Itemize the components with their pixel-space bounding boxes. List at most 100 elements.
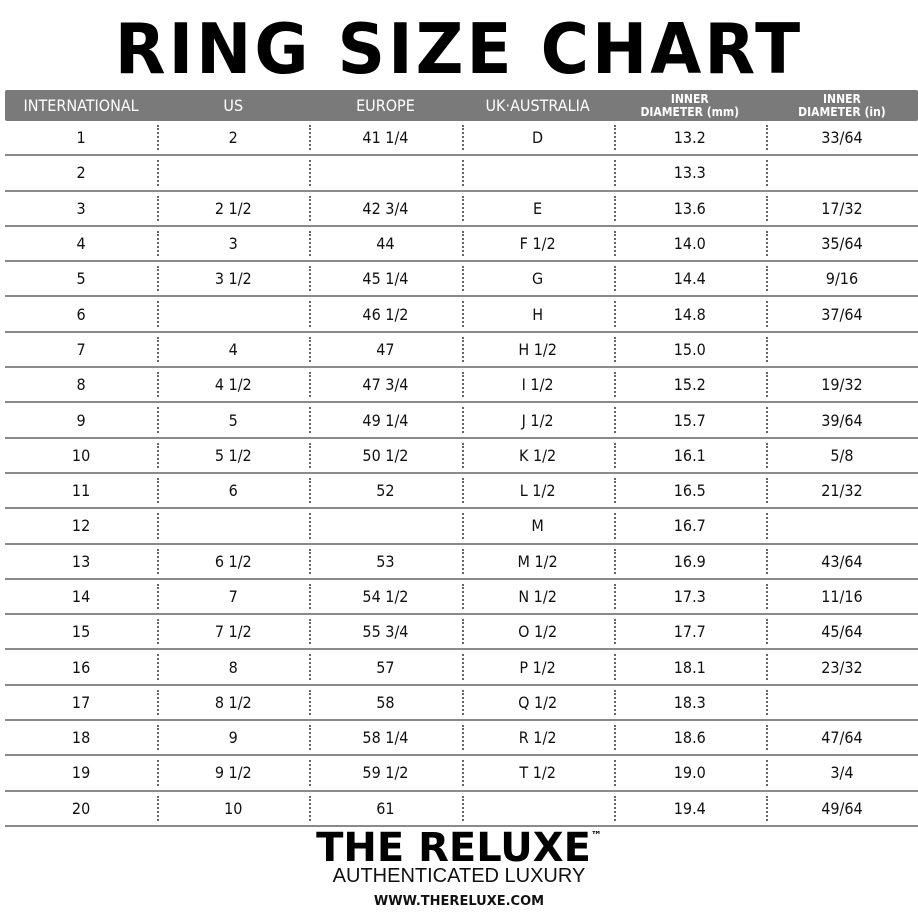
table-row: 8 4 1/2 47 3/4 I 1/2 15.2 19/32 xyxy=(5,368,918,404)
cell-diameter-in: 37/64 xyxy=(765,297,918,330)
cell-uk-australia: K 1/2 xyxy=(461,439,614,472)
table-row: 13 6 1/2 53 M 1/2 16.9 43/64 xyxy=(5,545,918,580)
table-row: 20 10 61 19.4 49/64 xyxy=(5,792,918,827)
cell-international: 16 xyxy=(71,657,91,677)
cell-diameter-in: 47/64 xyxy=(765,721,918,754)
cell-diameter-mm: 17.7 xyxy=(613,615,766,648)
cell-diameter-mm: 16.5 xyxy=(613,474,766,507)
cell-us: 4 1/2 xyxy=(157,368,309,401)
cell-international: 15 xyxy=(71,622,91,642)
cell-diameter-mm: 13.3 xyxy=(613,156,766,189)
table-row: 12 M 16.7 xyxy=(5,509,918,545)
cell-us xyxy=(157,156,309,189)
cell-diameter-mm: 14.4 xyxy=(613,262,766,295)
cell-us: 9 xyxy=(157,721,309,754)
cell-diameter-in xyxy=(765,156,918,189)
cell-diameter-mm: 15.7 xyxy=(613,403,766,436)
cell-europe: 49 1/4 xyxy=(309,403,461,436)
header-line: INNER xyxy=(823,91,861,106)
cell-diameter-mm: 18.1 xyxy=(613,650,766,683)
cell-diameter-mm: 18.6 xyxy=(613,721,766,754)
cell-europe: 61 xyxy=(309,792,461,825)
cell-europe: 44 xyxy=(309,227,461,260)
cell-international: 19 xyxy=(71,763,91,783)
cell-europe: 47 3/4 xyxy=(309,368,461,401)
cell-international: 8 xyxy=(76,375,86,395)
cell-diameter-mm: 16.9 xyxy=(613,545,766,578)
cell-diameter-mm: 13.6 xyxy=(613,192,766,225)
header-line: DIAMETER (in) xyxy=(798,104,886,119)
cell-diameter-in xyxy=(765,686,918,719)
table-row: 10 5 1/2 50 1/2 K 1/2 16.1 5/8 xyxy=(5,439,918,474)
cell-uk-australia: G xyxy=(461,262,614,295)
cell-diameter-mm: 18.3 xyxy=(613,686,766,719)
cell-uk-australia: O 1/2 xyxy=(461,615,614,648)
brand-logo: THE RELUXE™ AUTHENTICATED LUXURY WWW.THE… xyxy=(0,826,918,909)
cell-us: 8 1/2 xyxy=(157,686,309,719)
table-row: 3 2 1/2 42 3/4 E 13.6 17/32 xyxy=(5,192,918,227)
cell-international: 10 xyxy=(71,445,91,465)
cell-diameter-in xyxy=(765,333,918,366)
cell-us xyxy=(157,509,309,542)
cell-diameter-in: 33/64 xyxy=(765,121,918,154)
cell-diameter-in: 43/64 xyxy=(765,545,918,578)
cell-uk-australia: H xyxy=(461,297,614,330)
cell-us: 2 xyxy=(157,121,309,154)
cell-diameter-in: 45/64 xyxy=(765,615,918,648)
table-row: 7 4 47 H 1/2 15.0 xyxy=(5,333,918,369)
cell-international: 17 xyxy=(71,692,91,712)
page-title: RING SIZE CHART xyxy=(114,9,804,90)
cell-diameter-in: 49/64 xyxy=(765,792,918,825)
cell-europe: 50 1/2 xyxy=(309,439,461,472)
cell-international: 3 xyxy=(76,198,86,218)
cell-international: 6 xyxy=(76,304,86,324)
trademark: ™ xyxy=(590,829,602,842)
cell-international: 18 xyxy=(71,728,91,748)
cell-diameter-mm: 14.0 xyxy=(613,227,766,260)
cell-international: 13 xyxy=(71,551,91,571)
cell-europe xyxy=(309,509,461,542)
cell-diameter-in: 3/4 xyxy=(765,756,918,789)
cell-diameter-in: 35/64 xyxy=(765,227,918,260)
cell-uk-australia: H 1/2 xyxy=(461,333,614,366)
cell-international: 9 xyxy=(76,410,86,430)
cell-international: 1 xyxy=(76,128,86,148)
cell-uk-australia: T 1/2 xyxy=(461,756,614,789)
cell-diameter-mm: 13.2 xyxy=(613,121,766,154)
cell-international: 12 xyxy=(71,516,91,536)
cell-uk-australia xyxy=(461,156,614,189)
cell-us: 7 xyxy=(157,580,309,613)
cell-diameter-mm: 19.4 xyxy=(613,792,766,825)
cell-europe: 46 1/2 xyxy=(309,297,461,330)
table-row: 14 7 54 1/2 N 1/2 17.3 11/16 xyxy=(5,580,918,616)
header-diameter-mm: INNER DIAMETER (mm) xyxy=(614,90,766,121)
cell-uk-australia: P 1/2 xyxy=(461,650,614,683)
cell-us: 4 xyxy=(157,333,309,366)
header-diameter-in: INNER DIAMETER (in) xyxy=(766,90,918,121)
cell-international: 14 xyxy=(71,587,91,606)
cell-diameter-mm: 14.8 xyxy=(613,297,766,330)
cell-us: 6 xyxy=(157,474,309,507)
cell-international: 11 xyxy=(71,481,91,501)
table-row: 16 8 57 P 1/2 18.1 23/32 xyxy=(5,650,918,686)
cell-diameter-in: 11/16 xyxy=(765,580,918,613)
table-row: 2 13.3 xyxy=(5,156,918,192)
cell-diameter-in: 5/8 xyxy=(765,439,918,472)
cell-diameter-mm: 17.3 xyxy=(613,580,766,613)
header-uk-australia: UK·AUSTRALIA xyxy=(485,96,590,115)
cell-diameter-in xyxy=(765,509,918,542)
cell-europe: 42 3/4 xyxy=(309,192,461,225)
table-row: 17 8 1/2 58 Q 1/2 18.3 xyxy=(5,686,918,722)
cell-uk-australia: L 1/2 xyxy=(461,474,614,507)
cell-diameter-mm: 16.1 xyxy=(613,439,766,472)
header-line: INNER xyxy=(670,91,709,106)
cell-diameter-in: 23/32 xyxy=(765,650,918,683)
cell-europe: 54 1/2 xyxy=(309,580,461,613)
cell-diameter-in: 17/32 xyxy=(765,192,918,225)
brand-url[interactable]: WWW.THERELUXE.COM xyxy=(373,894,545,909)
cell-europe: 58 xyxy=(309,686,461,719)
cell-uk-australia: J 1/2 xyxy=(461,403,614,436)
cell-uk-australia: E xyxy=(461,192,614,225)
table-row: 1 2 41 1/4 D 13.2 33/64 xyxy=(5,121,918,157)
cell-europe: 58 1/4 xyxy=(309,721,461,754)
